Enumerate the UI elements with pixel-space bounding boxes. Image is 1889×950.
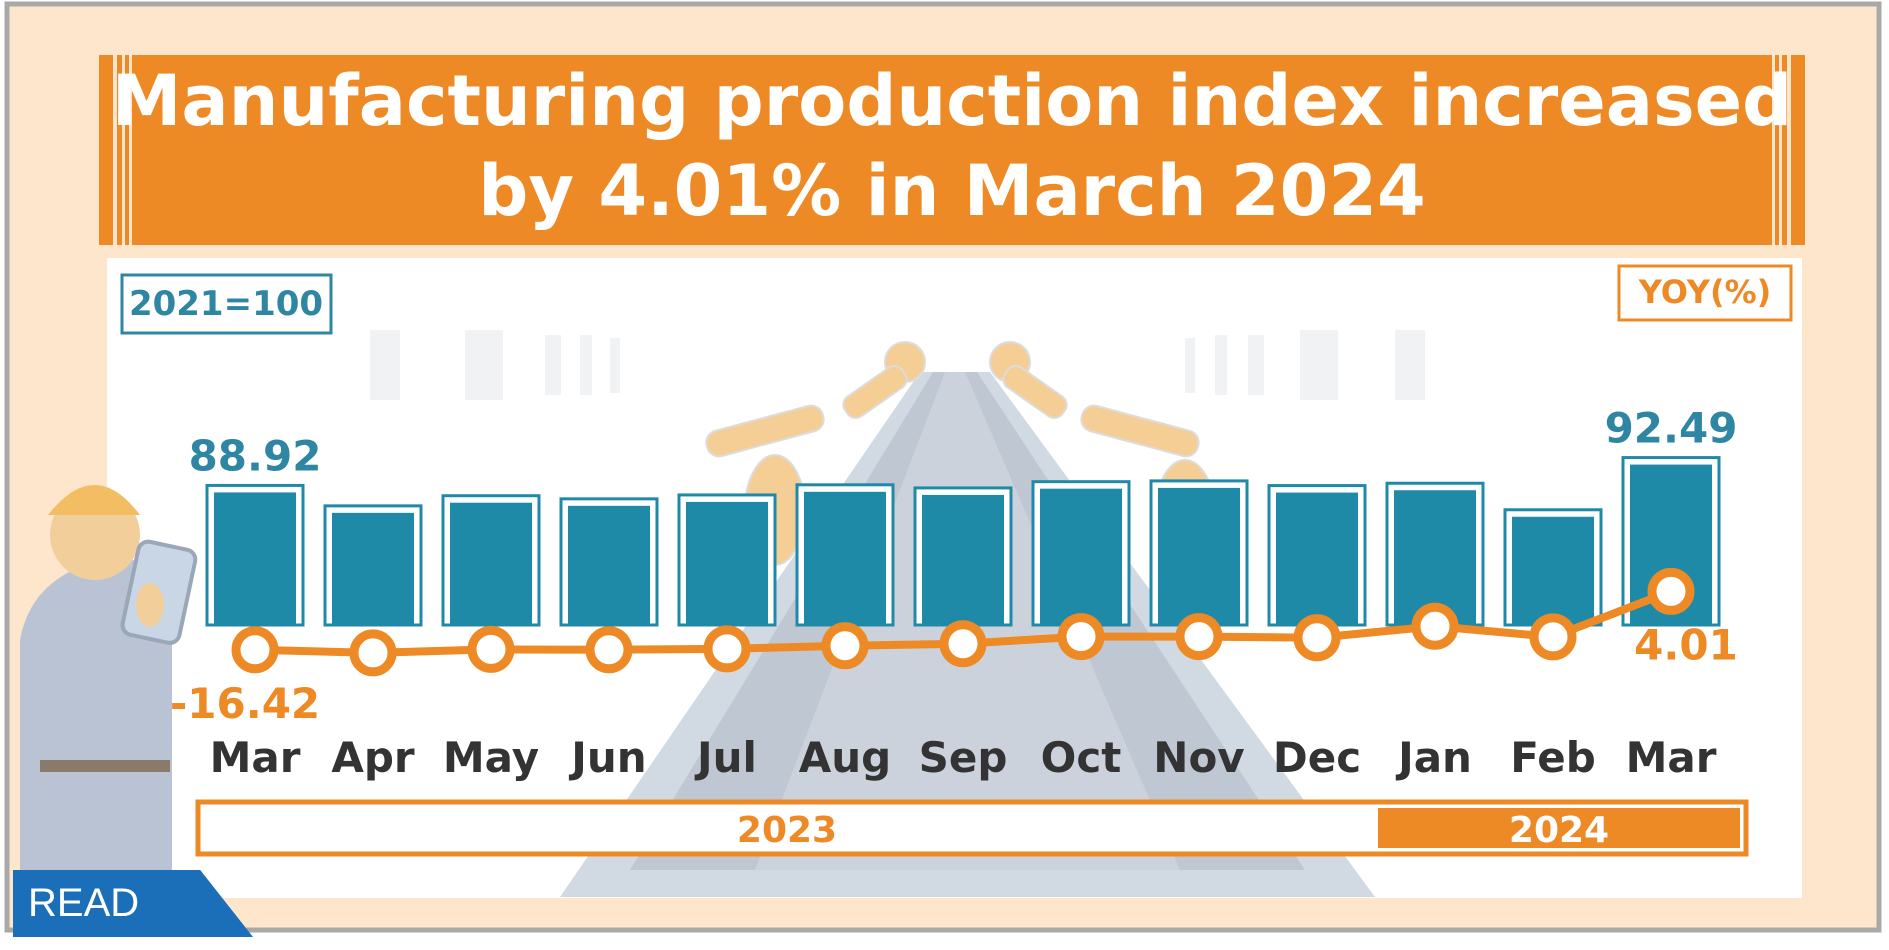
yoy-line-series bbox=[231, 567, 1695, 677]
yoy-point-4 bbox=[703, 625, 751, 673]
yoy-point-7 bbox=[1057, 613, 1105, 661]
x-tick-label-10: Jan bbox=[1395, 733, 1472, 782]
x-tick-label-11: Feb bbox=[1510, 733, 1596, 782]
bar-apr-1 bbox=[323, 504, 423, 627]
worker-illustration bbox=[20, 485, 198, 900]
bar-mar-0 bbox=[205, 483, 305, 627]
bar-sep-6 bbox=[913, 486, 1013, 627]
bar-value-label-0: 88.92 bbox=[189, 431, 322, 480]
x-tick-label-9: Dec bbox=[1273, 733, 1361, 782]
bar-jul-4 bbox=[677, 493, 777, 627]
base-index-box: 2021=100 bbox=[120, 273, 333, 335]
yoy-point-9 bbox=[1293, 614, 1341, 662]
bar-value-label-12: 92.49 bbox=[1605, 404, 1738, 453]
bar-may-2 bbox=[441, 494, 541, 627]
yoy-label: YOY(%) bbox=[1638, 273, 1772, 311]
x-tick-label-2: May bbox=[443, 733, 539, 782]
x-tick-label-6: Sep bbox=[919, 733, 1008, 782]
x-axis-labels: Mar Apr May Jun Jul Aug Sep Oct Nov Dec Jan Feb Mar bbox=[210, 733, 1717, 782]
bar-dec-9 bbox=[1267, 484, 1367, 627]
title-line-2: by 4.01% in March 2024 bbox=[478, 150, 1425, 232]
x-tick-label-5: Aug bbox=[799, 733, 891, 782]
x-tick-label-8: Nov bbox=[1153, 733, 1244, 782]
bar-aug-5 bbox=[795, 483, 895, 627]
x-tick-label-12: Mar bbox=[1626, 733, 1717, 782]
yoy-point-5 bbox=[821, 622, 869, 670]
yoy-point-11 bbox=[1529, 613, 1577, 661]
yoy-value-label-12: 4.01 bbox=[1634, 620, 1738, 669]
year-label-2024: 2024 bbox=[1509, 810, 1609, 851]
title-line-1: Manufacturing production index increased bbox=[112, 60, 1793, 142]
bar-feb-11 bbox=[1503, 508, 1603, 627]
bar-jan-10 bbox=[1385, 481, 1485, 627]
x-tick-label-0: Mar bbox=[210, 733, 301, 782]
yoy-point-0 bbox=[231, 626, 279, 674]
x-tick-label-4: Jul bbox=[694, 733, 757, 782]
title-banner: Manufacturing production index increased… bbox=[99, 55, 1805, 245]
x-tick-label-1: Apr bbox=[331, 733, 415, 782]
yoy-point-3 bbox=[585, 626, 633, 674]
base-index-label: 2021=100 bbox=[129, 284, 323, 324]
bar-jun-3 bbox=[559, 497, 659, 627]
yoy-value-label-0: -16.42 bbox=[170, 679, 320, 728]
year-band-2024-fill bbox=[1378, 808, 1740, 848]
yoy-point-1 bbox=[349, 629, 397, 677]
yoy-point-8 bbox=[1175, 613, 1223, 661]
data-labels: 88.92 92.49 -16.42 4.01 bbox=[170, 404, 1738, 728]
read-button[interactable]: READ bbox=[13, 870, 253, 937]
yoy-box: YOY(%) bbox=[1617, 264, 1793, 322]
bar-oct-7 bbox=[1031, 480, 1131, 627]
year-label-2023: 2023 bbox=[737, 810, 837, 851]
yoy-point-6 bbox=[939, 620, 987, 668]
bar-series bbox=[205, 456, 1721, 627]
x-tick-label-3: Jun bbox=[568, 733, 646, 782]
yoy-point-2 bbox=[467, 625, 515, 673]
year-bands: 2023 2024 bbox=[195, 799, 1749, 857]
bar-nov-8 bbox=[1149, 479, 1249, 627]
yoy-point-12 bbox=[1647, 567, 1695, 615]
yoy-point-10 bbox=[1411, 602, 1459, 650]
x-tick-label-7: Oct bbox=[1041, 733, 1122, 782]
